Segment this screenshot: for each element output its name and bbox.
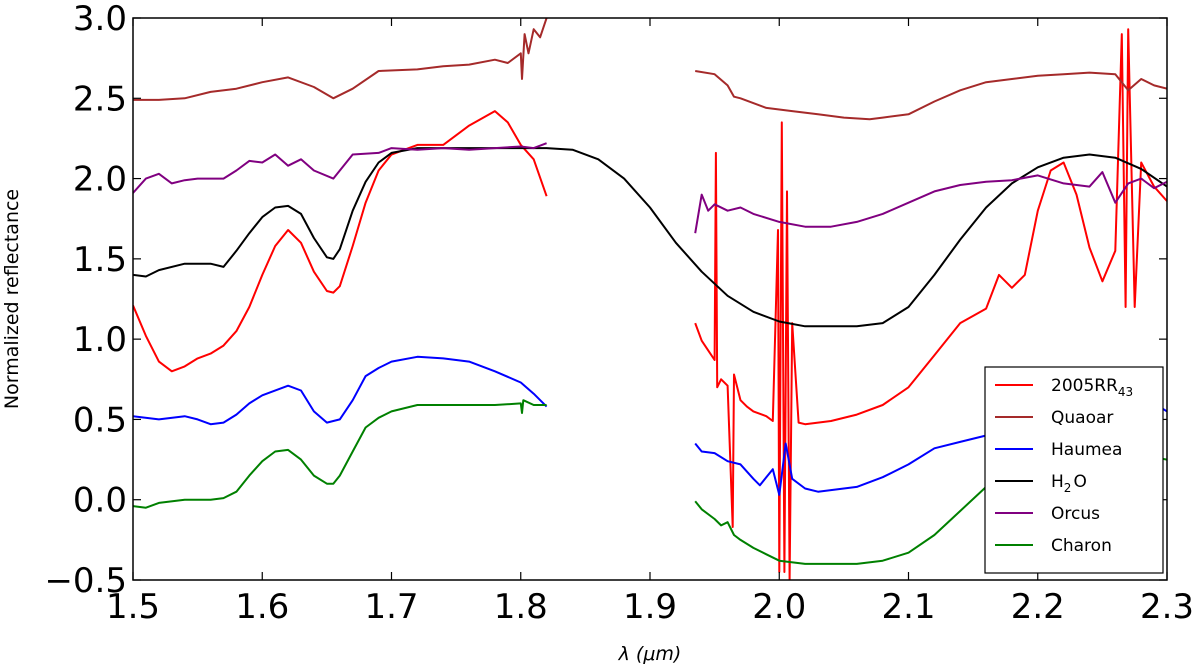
series-line-orcus-segment-1 bbox=[133, 142, 547, 194]
series-line-h2o-segment-1 bbox=[133, 147, 1167, 328]
x-tick-label: 2.3 bbox=[1140, 587, 1194, 627]
y-axis-label: Normalized reflectance bbox=[1, 189, 23, 409]
x-tick-label: 1.9 bbox=[623, 587, 677, 627]
x-tick-label: 2.0 bbox=[752, 587, 806, 627]
x-tick-label: 2.2 bbox=[1011, 587, 1065, 627]
y-tick-label: 2.5 bbox=[73, 79, 127, 119]
y-tick-label: −0.5 bbox=[44, 561, 127, 601]
x-tick-label: 2.1 bbox=[881, 587, 935, 627]
series-line-haumea-segment-1 bbox=[133, 355, 548, 426]
series-line-orcus-segment-2 bbox=[694, 171, 1167, 234]
x-tick-label: 1.6 bbox=[235, 587, 289, 627]
series-line-charon-segment-1 bbox=[133, 399, 547, 509]
x-axis-label: λ (μm) bbox=[618, 643, 682, 665]
y-tick-label: 3.0 bbox=[73, 0, 127, 39]
legend-label: Orcus bbox=[1051, 504, 1100, 524]
legend-label: H2 O bbox=[1051, 472, 1087, 495]
legend-box bbox=[984, 366, 1164, 574]
series-layer bbox=[133, 18, 1167, 580]
legend-label: Haumea bbox=[1051, 440, 1122, 460]
x-tick-label: 1.7 bbox=[364, 587, 418, 627]
y-tick-label: 1.0 bbox=[73, 320, 127, 360]
series-line-2005rr43-segment-2 bbox=[694, 28, 1167, 580]
x-tick-label: 1.8 bbox=[494, 587, 548, 627]
series-line-quaoar-segment-1 bbox=[133, 18, 548, 101]
legend: 2005RR43 Quaoar Haumea H2 O Orcus Charon bbox=[984, 366, 1164, 574]
series-line-quaoar-segment-2 bbox=[695, 70, 1167, 121]
y-tick-label: 1.5 bbox=[73, 240, 127, 280]
y-tick-label: 0.5 bbox=[73, 400, 127, 440]
y-tick-label: 2.0 bbox=[73, 160, 127, 200]
series-line-2005rr43-segment-1 bbox=[133, 110, 548, 373]
legend-label: Quaoar bbox=[1051, 408, 1113, 428]
legend-label: 2005RR43 bbox=[1051, 376, 1133, 399]
x-tick-label: 1.5 bbox=[106, 587, 160, 627]
legend-label: Charon bbox=[1051, 536, 1112, 556]
ticks-layer: 1.5 1.6 1.7 1.8 1.9 2.0 2.1 2.2 2.3 −0.5 0.0 0.5 1.0… bbox=[44, 0, 1194, 627]
y-tick-label: 0.0 bbox=[73, 481, 127, 521]
